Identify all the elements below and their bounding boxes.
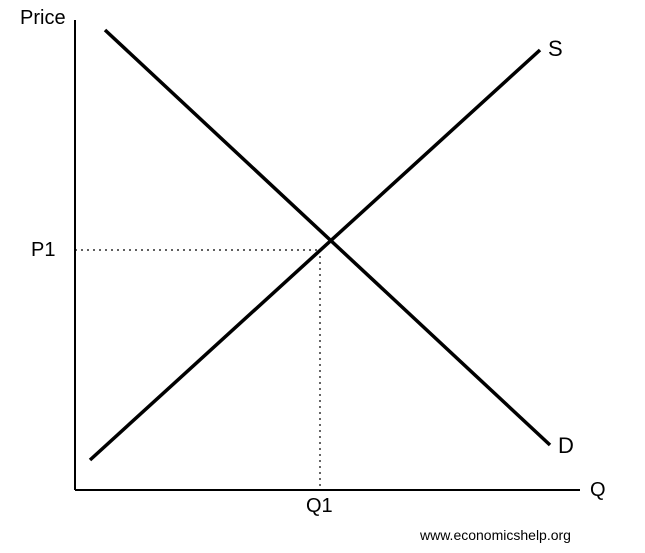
supply-curve [90, 50, 540, 460]
chart-svg: Price Q S D P1 Q1 www.economicshelp.org [0, 0, 645, 548]
attribution-text: www.economicshelp.org [419, 527, 571, 543]
q1-label: Q1 [306, 495, 333, 517]
x-axis-label: Q [590, 479, 606, 501]
demand-curve [105, 30, 550, 445]
p1-label: P1 [31, 239, 55, 261]
supply-label: S [548, 36, 563, 61]
demand-label: D [558, 433, 574, 458]
y-axis-label: Price [20, 7, 66, 29]
supply-demand-chart: Price Q S D P1 Q1 www.economicshelp.org [0, 0, 645, 548]
